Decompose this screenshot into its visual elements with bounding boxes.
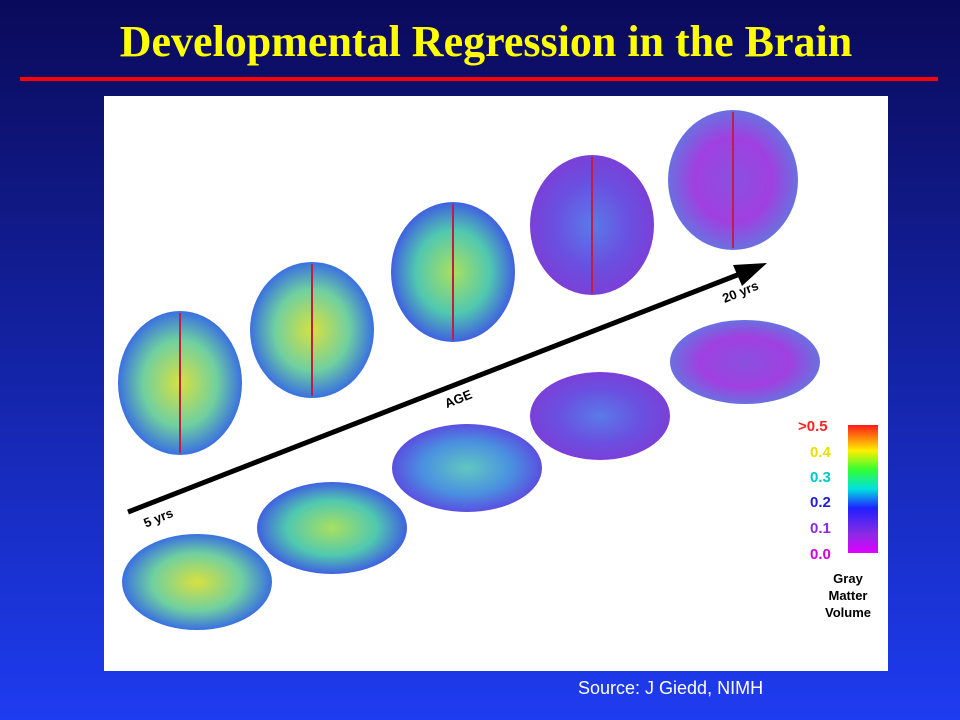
legend-label: 0.3	[810, 469, 831, 486]
title: Developmental Regression in the Brain	[120, 17, 853, 66]
brain-side	[670, 320, 820, 404]
title-rule	[20, 77, 938, 81]
legend-label: 0.0	[810, 546, 831, 563]
legend-label: 0.1	[810, 520, 831, 537]
legend-title: Gray	[833, 571, 863, 586]
brain-side	[530, 372, 670, 460]
source: Source: J Giedd, NIMH	[578, 678, 763, 698]
brain-side	[392, 424, 542, 512]
legend-label: 0.4	[810, 444, 832, 461]
brain-side	[122, 534, 272, 630]
side-views	[122, 320, 820, 630]
legend-label: >0.5	[798, 418, 828, 435]
legend-title: Matter	[828, 588, 867, 603]
top-views	[118, 110, 798, 455]
color-bar	[848, 425, 878, 553]
legend-label: 0.2	[810, 494, 831, 511]
age-arrow	[127, 263, 767, 515]
legend-title: Volume	[825, 605, 871, 620]
brain-side	[257, 482, 407, 574]
